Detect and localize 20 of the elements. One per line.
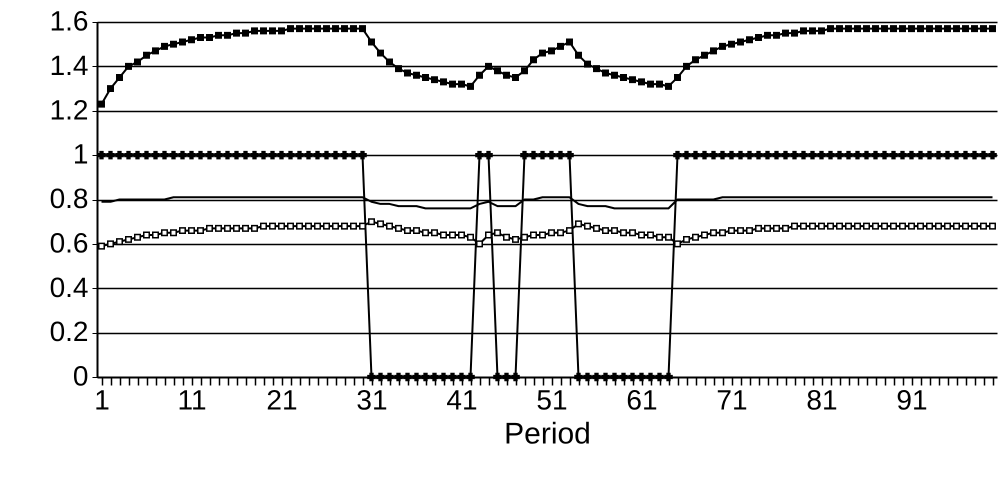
y-tick-label: 1.2	[50, 94, 88, 126]
x-tick-label: 91	[896, 384, 928, 416]
x-tick-label: 81	[806, 384, 838, 416]
y-tick-label: 1.4	[50, 50, 88, 81]
x-tick-label: 51	[536, 384, 568, 416]
x-tick-label: 71	[716, 384, 748, 416]
x-tick-label: 61	[626, 384, 658, 416]
x-tick-label: 41	[446, 384, 478, 416]
x-tick-label: 31	[356, 384, 388, 416]
y-tick-label: 1	[72, 138, 88, 170]
y-tick-label: 0	[72, 360, 88, 392]
x-axis-title: Period	[504, 418, 591, 450]
x-tick-label: 1	[94, 384, 110, 416]
y-tick-label: 0.8	[50, 183, 88, 214]
y-tick-label: 1.6	[50, 6, 88, 36]
x-tick-label: 21	[266, 384, 298, 416]
y-tick-label: 0.4	[50, 272, 88, 303]
y-tick-label: 0.6	[50, 227, 88, 258]
x-tick-label: 11	[177, 384, 207, 416]
y-tick-label: 0.2	[50, 316, 88, 348]
